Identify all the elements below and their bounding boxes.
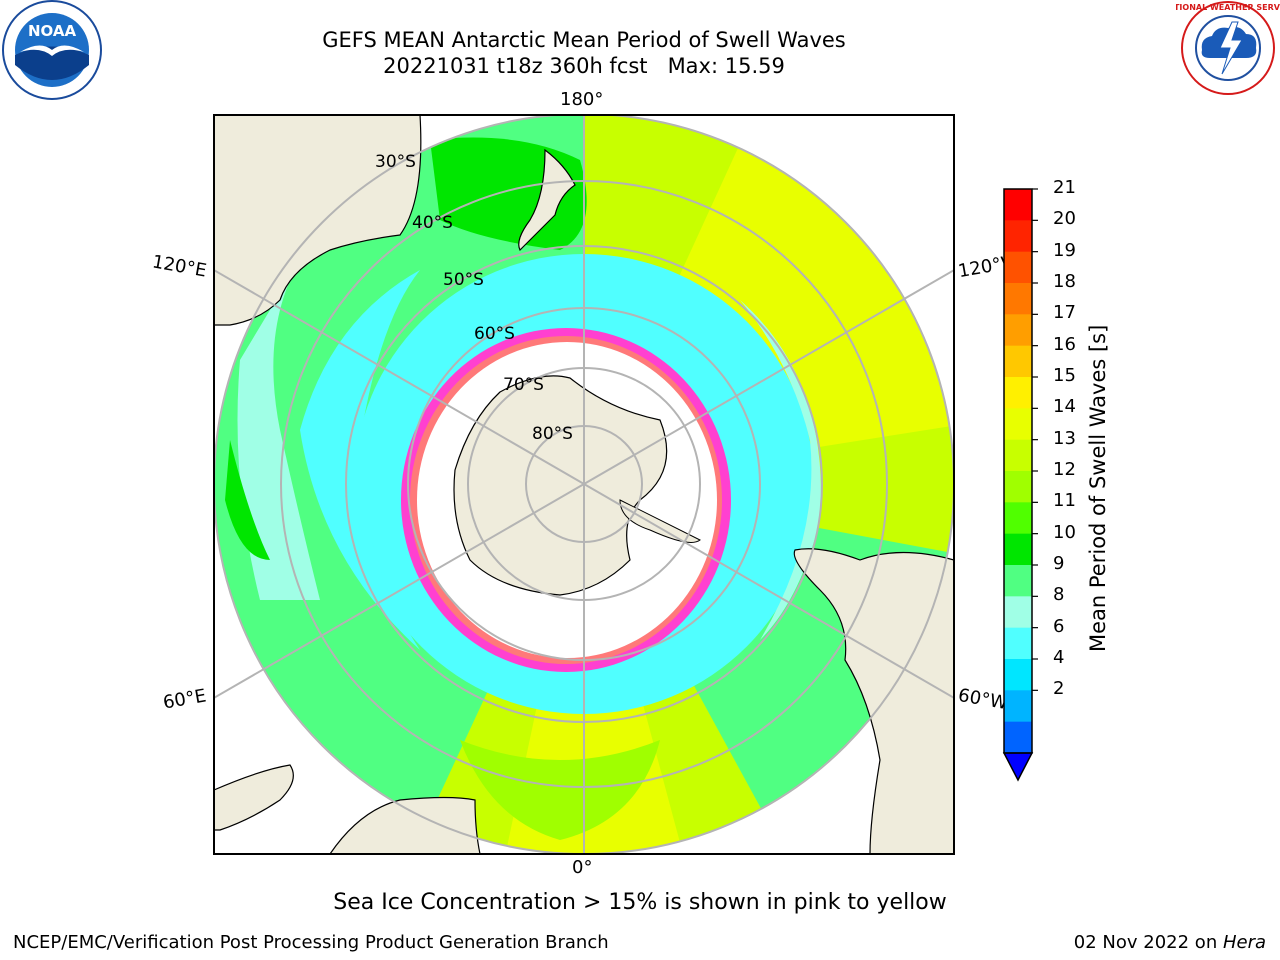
- colorbar-tick-label: 15: [1053, 365, 1076, 386]
- colorbar-segment: [1004, 439, 1032, 472]
- lon-label-0: 0°: [572, 857, 593, 878]
- colorbar-tick-label: 4: [1053, 647, 1065, 668]
- lon-label-180: 180°: [560, 89, 604, 110]
- noaa-logo: NOAA: [2, 0, 102, 100]
- colorbar-tick-label: 17: [1053, 302, 1076, 324]
- colorbar-tick-label: 20: [1053, 208, 1076, 230]
- footer-date-text: 02 Nov 2022 on: [1073, 932, 1223, 953]
- colorbar-tick-label: 10: [1053, 521, 1076, 543]
- lat-label-80s: 80°S: [532, 424, 573, 444]
- noaa-logo-text: NOAA: [28, 22, 77, 40]
- colorbar-segment: [1004, 408, 1032, 441]
- sea-ice-caption: Sea Ice Concentration > 15% is shown in …: [333, 890, 947, 915]
- colorbar-segment: [1004, 596, 1032, 629]
- colorbar-segment: [1004, 533, 1032, 566]
- colorbar-tick-label: 16: [1053, 333, 1076, 355]
- colorbar-segment: [1004, 345, 1032, 378]
- colorbar-tick-label: 12: [1053, 459, 1076, 480]
- australia-landmass: [214, 115, 422, 326]
- colorbar-segment: [1004, 314, 1032, 347]
- colorbar-tick-label: 18: [1053, 271, 1076, 292]
- colorbar-segment: [1004, 721, 1032, 754]
- colorbar-tick-label: 14: [1053, 396, 1076, 418]
- chart-subtitle: 20221031 t18z 360h fcst Max: 15.59: [383, 54, 785, 78]
- colorbar-tick-label: 2: [1053, 678, 1065, 700]
- map-frame: [213, 114, 955, 855]
- colorbar-tick-label: 21: [1053, 177, 1076, 198]
- footer-date: 02 Nov 2022 on Hera: [1074, 932, 1266, 953]
- colorbar-segment: [1004, 659, 1032, 691]
- antarctica-landmass: [453, 375, 668, 596]
- lat-label-30s: 30°S: [375, 152, 416, 172]
- lat-label-70s: 70°S: [503, 375, 544, 395]
- colorbar-tick-label: 19: [1053, 239, 1076, 261]
- madagascar-landmass: [214, 764, 294, 831]
- africa-landmass: [329, 796, 481, 854]
- new-zealand-landmass: [518, 148, 576, 252]
- colorbar-segment: [1004, 283, 1032, 315]
- lat-label-60s: 60°S: [474, 324, 515, 344]
- south-america-landmass: [793, 548, 954, 854]
- colorbar-segment: [1004, 502, 1032, 535]
- colorbar-segment: [1004, 377, 1032, 409]
- colorbar-tick-label: 13: [1053, 427, 1076, 449]
- colorbar-tick-label: 9: [1053, 553, 1065, 574]
- footer-host: Hera: [1222, 932, 1266, 953]
- colorbar-segment: [1004, 627, 1032, 660]
- colorbar-extend-triangle: [1002, 752, 1034, 782]
- colorbar-segment: [1004, 471, 1032, 503]
- colorbar-segment: [1004, 189, 1032, 221]
- lat-label-50s: 50°S: [443, 270, 484, 290]
- colorbar-segment: [1004, 690, 1032, 723]
- nws-logo: NATIONAL WEATHER SERVICE: [1176, 1, 1280, 95]
- colorbar-tick-label: 8: [1053, 584, 1065, 606]
- colorbar-tick-label: 11: [1053, 490, 1076, 512]
- lat-label-40s: 40°S: [412, 213, 453, 233]
- graticule: [214, 115, 954, 854]
- colorbar-segment: [1004, 565, 1032, 597]
- chart-title: GEFS MEAN Antarctic Mean Period of Swell…: [322, 28, 846, 52]
- nws-logo-text: NATIONAL WEATHER SERVICE: [1176, 3, 1280, 12]
- colorbar: [1002, 188, 1038, 782]
- colorbar-segment: [1004, 251, 1032, 284]
- map-plot: [213, 114, 955, 855]
- colorbar-segment: [1004, 220, 1032, 253]
- colorbar-title: Mean Period of Swell Waves [s]: [1086, 324, 1110, 652]
- footer-credit: NCEP/EMC/Verification Post Processing Pr…: [13, 932, 609, 953]
- colorbar-tick-label: 6: [1053, 615, 1065, 637]
